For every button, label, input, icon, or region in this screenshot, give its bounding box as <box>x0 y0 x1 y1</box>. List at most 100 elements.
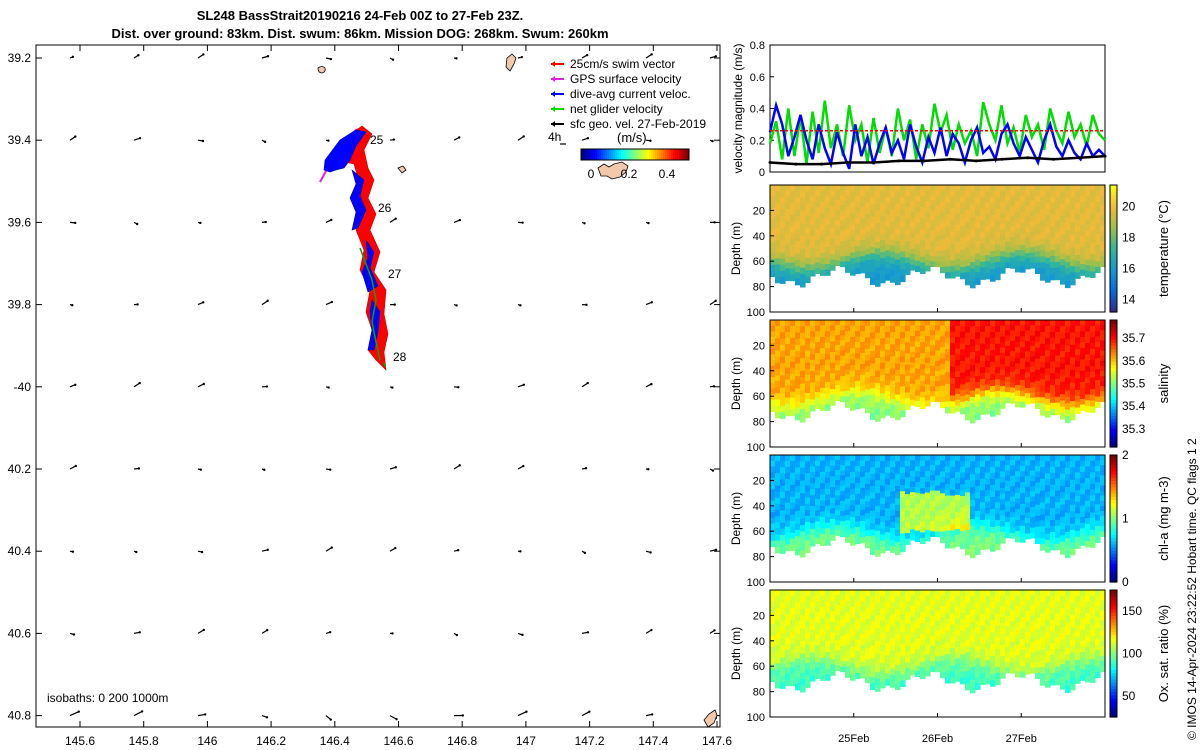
profile-cell <box>780 338 786 346</box>
profile-cell <box>775 534 781 542</box>
profile-cell <box>1000 612 1006 619</box>
colorbar-cell <box>1110 710 1117 715</box>
profile-cell <box>840 646 846 652</box>
profile-cell <box>850 348 856 355</box>
profile-cell <box>1015 185 1021 191</box>
profile-cell <box>925 519 931 526</box>
profile-cell <box>1090 647 1096 654</box>
profile-cell <box>985 537 991 544</box>
profile-cell <box>1030 252 1036 259</box>
profile-cell <box>1045 515 1051 523</box>
profile-cell <box>1090 185 1096 192</box>
profile-cell <box>1075 320 1081 327</box>
profile-cell <box>1025 605 1031 612</box>
profile-cell <box>1035 325 1041 332</box>
profile-cell <box>930 495 936 502</box>
profile-cell <box>990 338 996 345</box>
profile-cell <box>1080 336 1086 344</box>
profile-cell <box>880 276 886 284</box>
profile-cell <box>1095 201 1101 208</box>
profile-cell <box>950 202 956 209</box>
profile-cell <box>1010 346 1016 352</box>
profile-cell <box>1045 374 1051 382</box>
colorbar-cell <box>597 149 600 160</box>
profile-cell <box>910 486 916 493</box>
profile-cell <box>1045 404 1051 412</box>
profile-cell <box>825 387 831 394</box>
profile-cell <box>985 478 991 485</box>
profile-cell <box>850 646 856 653</box>
profile-cell <box>855 212 861 219</box>
profile-cell <box>830 465 836 472</box>
profile-cell <box>1015 503 1021 510</box>
profile-cell <box>1035 267 1041 274</box>
profile-cell <box>955 494 961 502</box>
profile-cell <box>860 196 866 203</box>
profile-cell <box>880 540 886 548</box>
isobaths-label: isobaths: 0 200 1000m <box>47 691 168 705</box>
profile-cell <box>975 541 981 549</box>
profile-cell <box>1070 671 1076 678</box>
profile-cell <box>1055 202 1061 210</box>
lat-tick-label: -40 <box>14 380 32 394</box>
profile-cell <box>1070 332 1076 340</box>
profile-cell <box>1055 466 1061 474</box>
profile-cell <box>880 203 886 210</box>
profile-cell <box>1020 190 1026 197</box>
profile-cell <box>855 595 861 602</box>
colorbar-cell <box>1110 267 1117 272</box>
colorbar-cell <box>1110 618 1117 623</box>
profile-cell <box>1060 627 1066 634</box>
profile-cell <box>1080 612 1086 619</box>
profile-cell <box>845 660 851 667</box>
profile-cell <box>1025 346 1031 352</box>
profile-cell <box>915 190 921 197</box>
profile-cell <box>775 491 781 499</box>
profile-cell <box>905 657 911 664</box>
profile-cell <box>770 472 776 479</box>
profile-cell <box>905 320 911 327</box>
profile-cell <box>1015 358 1021 364</box>
profile-cell <box>905 595 911 602</box>
profile-cell <box>1010 610 1016 617</box>
profile-cell <box>1080 218 1086 225</box>
profile-cell <box>790 484 796 492</box>
profile-cell <box>770 658 776 665</box>
profile-cell <box>860 471 866 478</box>
profile-cell <box>910 394 916 401</box>
profile-cell <box>930 235 936 242</box>
profile-cell <box>960 355 966 362</box>
profile-cell <box>815 601 821 608</box>
profile-cell <box>790 256 796 264</box>
profile-cell <box>840 386 846 392</box>
profile-cell <box>780 522 786 530</box>
profile-cell <box>985 666 991 673</box>
profile-cell <box>790 196 796 204</box>
profile-cell <box>940 380 946 387</box>
profile-cell <box>885 262 891 269</box>
profile-cell <box>990 233 996 240</box>
profile-cell <box>795 216 801 223</box>
profile-cell <box>835 325 841 331</box>
profile-cell <box>910 455 916 461</box>
profile-cell <box>1030 356 1036 363</box>
profile-cell <box>985 460 991 468</box>
colorbar-cell <box>1110 415 1117 420</box>
profile-cell <box>1050 391 1056 398</box>
profile-cell <box>870 510 876 518</box>
profile-cell <box>970 352 976 360</box>
profile-cell <box>810 196 816 203</box>
profile-cell <box>870 590 876 597</box>
profile-cell <box>825 376 831 383</box>
profile-cell <box>935 666 941 673</box>
profile-cell <box>890 344 896 351</box>
profile-cell <box>1095 228 1101 235</box>
profile-cell <box>795 479 801 487</box>
profile-cell <box>960 519 966 526</box>
profile-cell <box>975 683 981 690</box>
profile-cell <box>1095 465 1101 472</box>
profile-cell <box>825 618 831 625</box>
profile-cell <box>860 336 866 343</box>
profile-cell <box>835 665 841 671</box>
profile-cell <box>860 482 866 489</box>
